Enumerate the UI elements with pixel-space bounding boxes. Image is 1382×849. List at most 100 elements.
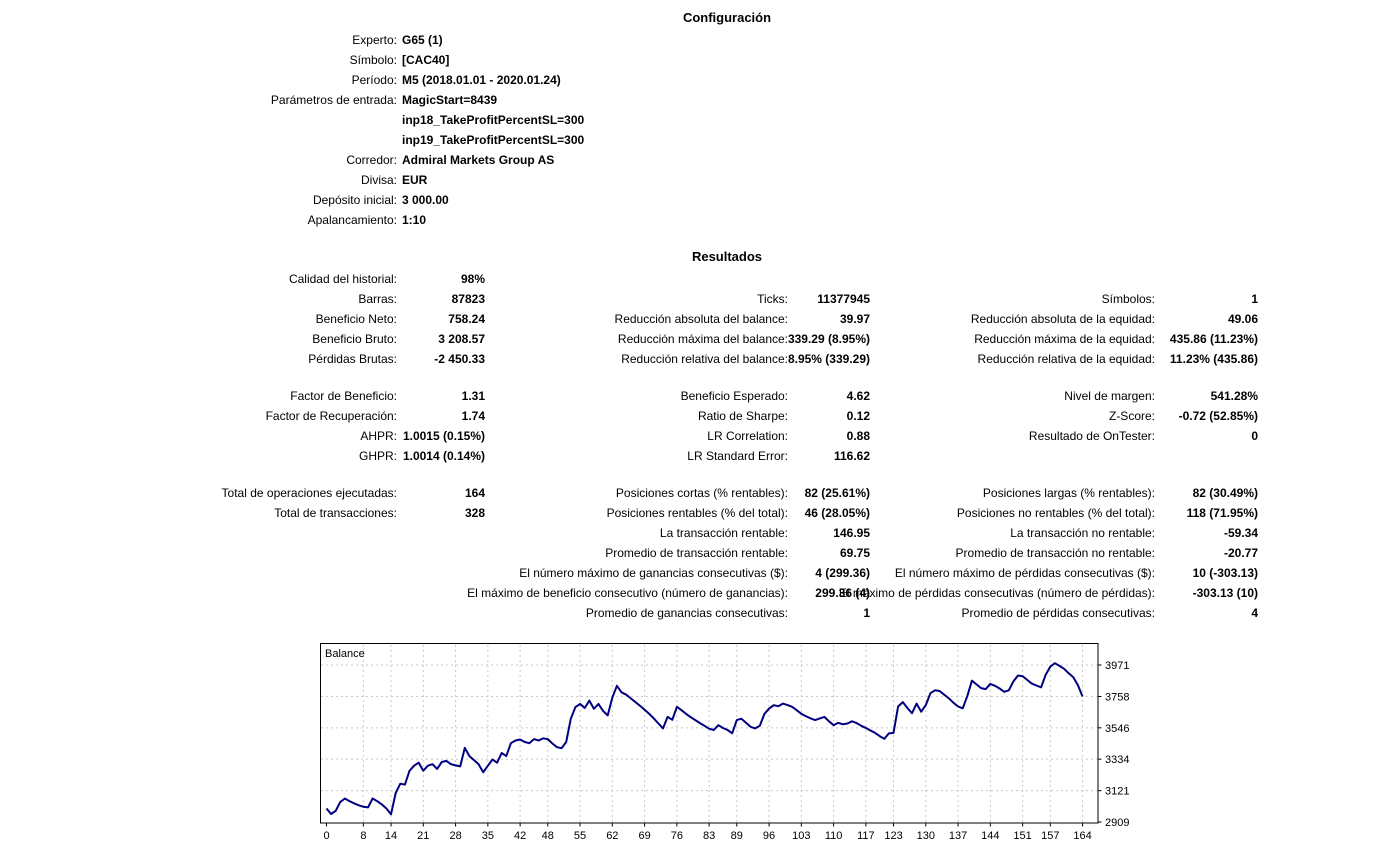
stat-value: 1	[863, 606, 870, 620]
stat-label: Nivel de margen:	[1064, 389, 1155, 403]
stat-value: -2 450.33	[434, 352, 485, 366]
balance-chart: Balance 0 8 14 21 28 35 42 48 55 62 69 76 83 89 96 103 11…	[320, 643, 1135, 849]
results-row: GHPR: 1.0014 (0.14%) LR Standard Error: 116…	[0, 446, 1382, 466]
stat-label: Z-Score:	[1108, 409, 1155, 423]
x-axis-label: 28	[449, 830, 461, 842]
stat-value: 98%	[460, 272, 485, 286]
stat-value: -20.77	[1223, 546, 1258, 560]
stat-label	[0, 523, 397, 543]
config-label: Divisa:	[360, 173, 397, 187]
config-row: Símbolo: [CAC40]	[0, 50, 1382, 70]
stat-label: Calidad del historial:	[288, 272, 397, 286]
config-value: MagicStart=8439	[402, 93, 498, 107]
x-axis-label: 117	[857, 830, 875, 842]
results-row: Promedio de ganancias consecutivas: 1 Prom…	[0, 603, 1382, 623]
stat-value: 1	[1251, 292, 1258, 306]
stat-label: El máximo de beneficio consecutivo (núme…	[467, 586, 788, 600]
y-axis-label: 2909	[1105, 817, 1129, 829]
stat-label: Beneficio Esperado:	[680, 389, 788, 403]
x-axis-label: 35	[482, 830, 494, 842]
config-value: G65 (1)	[402, 33, 443, 47]
results-row: Promedio de transacción rentable: 69.75 Pr…	[0, 543, 1382, 563]
results-row: Total de transacciones: 328 Posiciones ren…	[0, 503, 1382, 523]
stat-value	[397, 563, 485, 583]
stat-value: 299.36 (4)	[815, 586, 870, 600]
stat-label	[0, 563, 397, 583]
config-title: Configuración	[682, 10, 772, 25]
stat-value: 116.62	[833, 449, 870, 463]
x-axis-label: 96	[763, 830, 775, 842]
x-axis-label: 21	[417, 830, 429, 842]
stat-value: 10 (-303.13)	[1192, 566, 1258, 580]
stat-label: Ticks:	[757, 292, 788, 306]
x-axis-label: 14	[385, 830, 397, 842]
stat-value	[397, 523, 485, 543]
results-row: AHPR: 1.0015 (0.15%) LR Correlation: 0.88 Re…	[0, 426, 1382, 446]
results-row: Calidad del historial: 98%	[0, 269, 1382, 289]
config-row: Experto: G65 (1)	[0, 30, 1382, 50]
config-row: inp19_TakeProfitPercentSL=300	[0, 130, 1382, 150]
stat-label: Pérdidas Brutas:	[308, 352, 397, 366]
stat-value: 46 (28.05%)	[804, 506, 870, 520]
stat-label: Factor de Beneficio:	[290, 389, 397, 403]
stat-label: GHPR:	[358, 449, 397, 463]
x-axis-label: 8	[360, 830, 366, 842]
stat-label	[870, 269, 1155, 289]
config-value: inp19_TakeProfitPercentSL=300	[402, 133, 585, 147]
results-block-gap	[0, 466, 1382, 483]
stat-value: 758.24	[448, 312, 485, 326]
stat-value: 4 (299.36)	[815, 566, 870, 580]
x-axis-label: 137	[949, 830, 967, 842]
stat-value: 0.12	[846, 409, 870, 423]
stat-value: 146.95	[833, 526, 870, 540]
x-axis-label: 42	[514, 830, 526, 842]
config-label: Período:	[351, 73, 397, 87]
stat-label	[485, 269, 788, 289]
results-row: Beneficio Neto: 758.24 Reducción absoluta …	[0, 309, 1382, 329]
stat-value: 0	[1251, 429, 1258, 443]
config-row: Corredor: Admiral Markets Group AS	[0, 150, 1382, 170]
results-row: El máximo de beneficio consecutivo (núme…	[0, 583, 1382, 603]
config-row: inp18_TakeProfitPercentSL=300	[0, 110, 1382, 130]
x-axis-label: 151	[1013, 830, 1031, 842]
stat-value: -0.72 (52.85%)	[1178, 409, 1258, 423]
stat-value	[397, 603, 485, 623]
stat-value: 118 (71.95%)	[1186, 506, 1258, 520]
stat-label: Símbolos:	[1101, 292, 1155, 306]
config-section: Experto: G65 (1) Símbolo: [CAC40] Período: M5…	[0, 30, 1382, 230]
stat-label: LR Correlation:	[707, 429, 788, 443]
stat-label: Reducción relativa del balance:	[621, 352, 788, 366]
stat-label	[0, 583, 397, 603]
stat-label: LR Standard Error:	[687, 449, 788, 463]
stat-value: 1.74	[461, 409, 485, 423]
stat-label: Posiciones no rentables (% del total):	[956, 506, 1155, 520]
stat-label: Reducción absoluta de la equidad:	[970, 312, 1155, 326]
stat-label: Promedio de ganancias consecutivas:	[585, 606, 788, 620]
config-label	[0, 130, 397, 150]
results-row: La transacción rentable: 146.95 La transac…	[0, 523, 1382, 543]
stat-label: Posiciones cortas (% rentables):	[615, 486, 788, 500]
stat-label: La transacción no rentable:	[1010, 526, 1155, 540]
balance-line	[325, 662, 1084, 816]
stat-label: Posiciones rentables (% del total):	[606, 506, 788, 520]
stat-label: Promedio de transacción no rentable:	[955, 546, 1155, 560]
x-axis-label: 0	[323, 830, 329, 842]
balance-chart-svg: Balance 0 8 14 21 28 35 42 48 55 62 69 76 83 89 96 103 11…	[320, 643, 1129, 842]
y-axis-label: 3971	[1105, 660, 1129, 672]
results-row: El número máximo de ganancias consecutiv…	[0, 563, 1382, 583]
stat-value: -303.13 (10)	[1192, 586, 1258, 600]
stat-label: La transacción rentable:	[659, 526, 788, 540]
stat-value: 0.88	[846, 429, 870, 443]
y-axis-label: 3121	[1105, 786, 1129, 798]
config-label: Apalancamiento:	[307, 213, 397, 227]
stat-label: Reducción máxima del balance:	[617, 332, 788, 346]
stat-value: 328	[464, 506, 485, 520]
x-axis-label: 76	[671, 830, 683, 842]
chart-border	[320, 643, 1099, 824]
y-axis-label: 3334	[1105, 754, 1129, 766]
results-row: Factor de Recuperación: 1.74 Ratio de Shar…	[0, 406, 1382, 426]
stat-label: Reducción relativa de la equidad:	[977, 352, 1155, 366]
config-label: Corredor:	[346, 153, 397, 167]
stat-value: 82 (30.49%)	[1192, 486, 1258, 500]
